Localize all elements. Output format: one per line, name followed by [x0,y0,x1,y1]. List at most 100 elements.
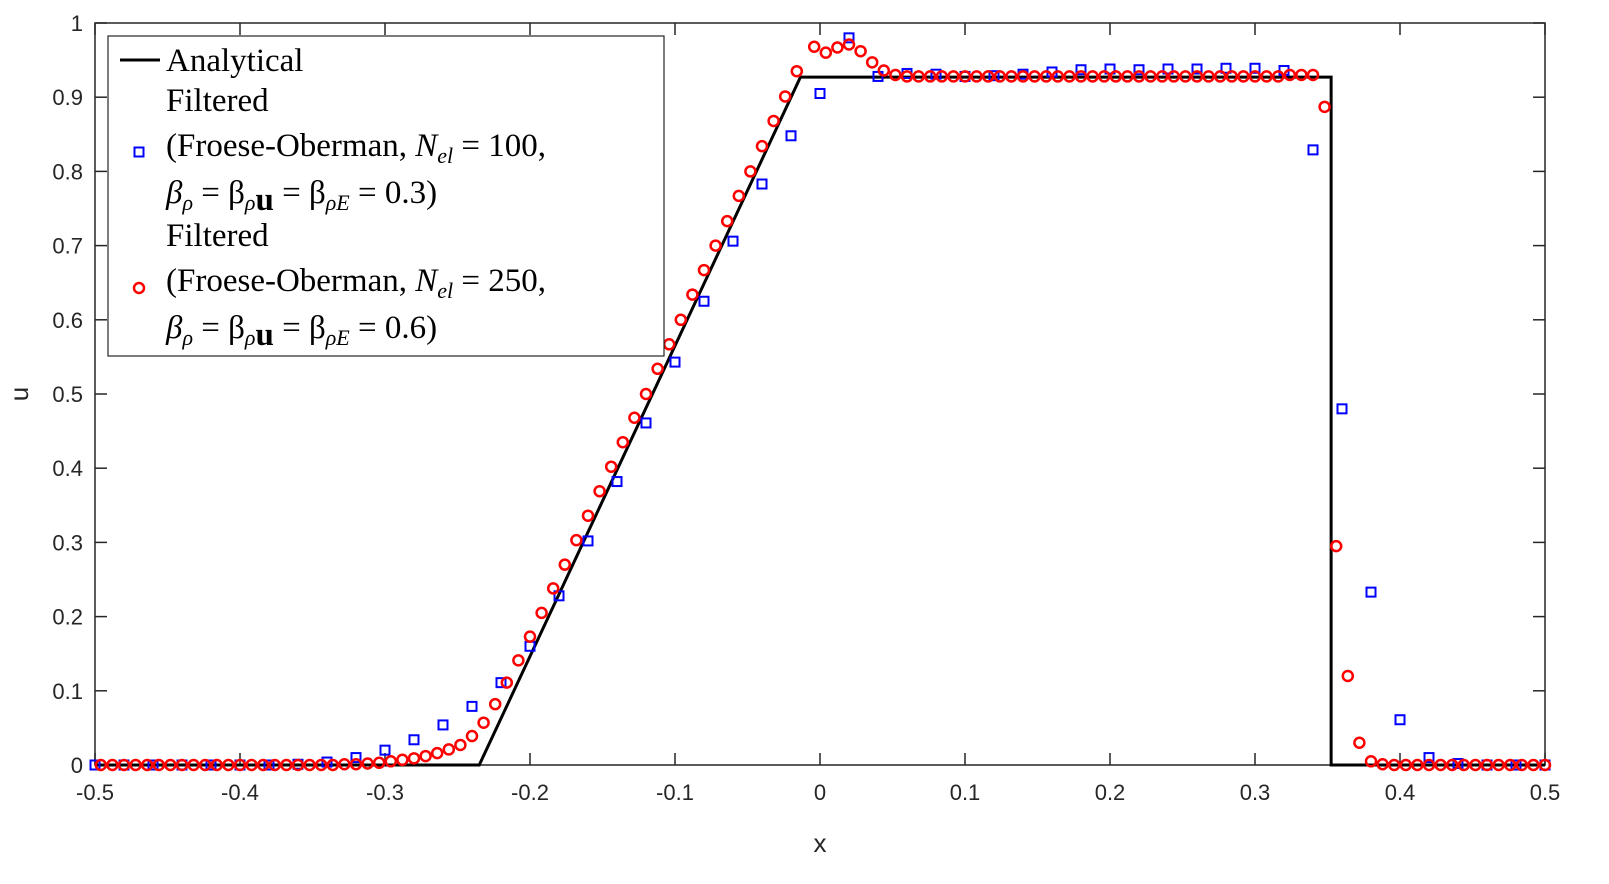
data-point-circle [628,411,641,424]
data-point-circle [900,70,914,83]
data-point-circle [807,40,821,53]
data-point-circle [593,484,606,498]
data-point-circle [651,362,664,376]
data-point-circle [233,758,247,772]
data-point-circle [1063,70,1076,83]
legend: Analytical Filtered (Froese-Oberman, Nel =… [107,35,665,357]
data-point-circle [372,756,386,770]
data-point-circle [291,758,305,772]
data-point-circle [970,70,983,83]
data-point-circle [129,758,142,772]
data-point-circle [1051,70,1065,83]
data-point-square [1133,64,1145,76]
data-point-circle [744,165,757,178]
data-point-square [669,356,681,368]
data-point-circle [1492,758,1505,772]
legend-text-part: el [437,278,453,303]
data-point-circle [512,654,525,667]
legend-text-part: N [414,263,439,299]
legend-text-part: Filtered [166,83,269,119]
y-tick-label: 0.5 [52,382,83,407]
data-point-circle [535,606,548,620]
data-point-circle [1155,70,1169,83]
y-tick-label: 0.8 [52,159,83,184]
data-point-circle [1318,100,1331,114]
x-tick-label: -0.4 [221,780,259,805]
data-point-circle [1248,70,1262,83]
data-point-circle [720,214,734,228]
data-point-circle [819,46,833,59]
data-point-circle [1121,70,1134,83]
legend-text-part: = 0.6) [350,310,437,346]
data-point-circle [1260,70,1273,83]
y-tick-label: 0.9 [52,85,83,110]
data-point-square [495,677,507,689]
y-tick-label: 0 [71,753,83,778]
legend-label-method: (Froese-Oberman, Nel = 100, [166,128,546,168]
y-axis: 0 0.1 0.2 0.3 0.4 0.5 0.6 0.7 0.8 0.9 1 [52,11,1545,778]
data-point-circle [477,716,490,729]
data-point-circle [384,755,398,768]
data-point-circle [778,90,792,103]
data-point-square [1104,63,1116,75]
legend-text-part: ρ [244,325,256,350]
legend-label-filtered: Filtered [166,218,269,254]
data-point-circle [1167,70,1181,83]
legend-bold-u: u [255,317,273,353]
y-tick-label: 0.4 [52,456,83,481]
data-point-circle [1538,758,1552,772]
data-point-square [814,87,826,99]
data-point-circle [558,558,572,571]
data-point-circle [454,738,467,752]
y-tick-label: 0.1 [52,679,83,704]
data-point-circle [338,758,351,771]
data-point-circle [1457,758,1471,772]
y-tick-label: 0.6 [52,308,83,333]
data-point-square [756,178,768,190]
data-point-circle [1086,70,1099,83]
data-point-square [553,590,565,602]
legend-text-part: el [437,143,453,168]
data-point-circle [430,746,444,760]
legend-text-part: (Froese-Oberman, [166,128,415,164]
data-point-circle [326,758,340,772]
data-point-circle [349,758,363,771]
data-point-square [988,70,1000,82]
data-point-circle [1387,758,1401,772]
legend-text-part: N [414,128,439,164]
x-axis-title: x [814,828,827,858]
data-point-circle [1469,758,1482,772]
data-point-circle [889,68,902,82]
data-point-circle [1213,70,1227,83]
data-point-square [1510,759,1522,771]
data-point-circle [1144,70,1157,83]
data-point-circle [912,70,925,83]
legend-label-beta: βρ = βρu = βρE = 0.3) [165,175,437,218]
data-point-circle [570,533,583,547]
data-point-circle [1376,758,1389,771]
legend-label-filtered: Filtered [166,83,269,119]
data-point-circle [419,749,432,763]
data-point-circle [500,676,514,689]
data-point-square [1336,403,1348,415]
legend-text-part: = β [274,310,326,346]
x-tick-label: -0.1 [656,780,694,805]
data-point-circle [767,114,780,128]
data-point-square [640,417,652,429]
data-point-circle [1503,758,1517,772]
data-point-square [408,734,420,746]
y-tick-label: 0.7 [52,234,83,259]
data-point-circle [790,64,804,78]
data-point-circle [1527,758,1540,772]
data-point-circle [1202,70,1215,83]
data-point-square [1249,62,1261,74]
data-point-circle [697,263,711,277]
legend-text-part: = β [193,175,245,211]
data-point-circle [1016,70,1030,83]
data-point-circle [686,288,699,301]
x-tick-label: 0.5 [1530,780,1561,805]
x-tick-label: 0.3 [1240,780,1271,805]
data-point-circle [581,509,595,522]
y-tick-label: 1 [71,11,83,36]
